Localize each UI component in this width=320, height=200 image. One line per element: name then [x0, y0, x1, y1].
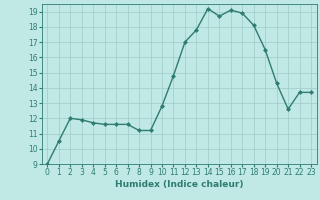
- X-axis label: Humidex (Indice chaleur): Humidex (Indice chaleur): [115, 180, 244, 189]
